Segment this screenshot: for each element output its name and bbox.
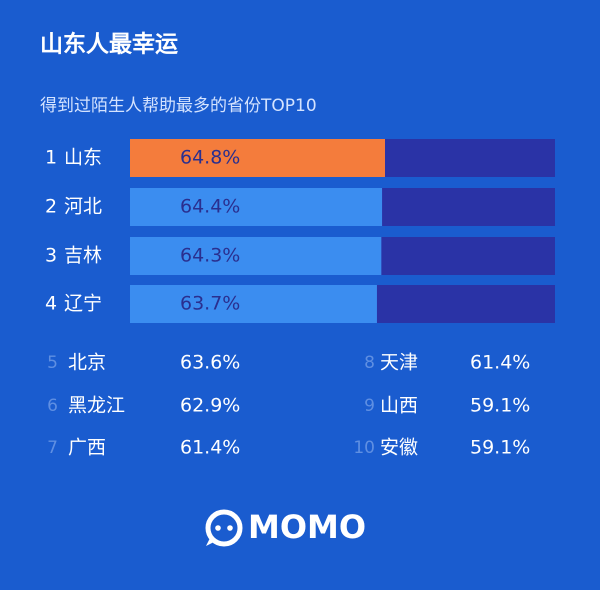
bar — [130, 188, 383, 226]
value-label: 59.1% — [470, 395, 530, 417]
rank: 7 — [47, 438, 58, 458]
value-label: 59.1% — [470, 437, 530, 459]
rank: 3 — [45, 245, 57, 267]
category-label: 山西 — [380, 395, 418, 417]
rank: 9 — [364, 396, 375, 416]
category-label: 河北 — [64, 196, 102, 218]
value-label: 64.4% — [180, 196, 240, 218]
rank: 4 — [45, 293, 57, 315]
value-label: 64.3% — [180, 245, 240, 267]
rank: 10 — [353, 438, 375, 458]
value-label: 62.9% — [180, 395, 240, 417]
value-label: 61.4% — [470, 352, 530, 374]
bar — [130, 237, 382, 275]
bar — [130, 285, 377, 323]
value-label: 63.6% — [180, 352, 240, 374]
rank: 6 — [47, 396, 58, 416]
category-label: 辽宁 — [64, 293, 102, 315]
category-label: 黑龙江 — [68, 395, 125, 417]
bar — [130, 139, 385, 177]
value-label: 64.8% — [180, 147, 240, 169]
chart-subtitle: 得到过陌生人帮助最多的省份TOP10 — [40, 96, 317, 116]
rank: 8 — [364, 353, 375, 373]
category-label: 山东 — [64, 147, 102, 169]
logo-text: MOMO — [248, 508, 366, 546]
logo-icon — [205, 509, 243, 547]
category-label: 天津 — [380, 352, 418, 374]
category-label: 广西 — [68, 437, 106, 459]
value-label: 63.7% — [180, 293, 240, 315]
rank: 1 — [45, 147, 57, 169]
chart-title: 山东人最幸运 — [40, 31, 178, 58]
value-label: 61.4% — [180, 437, 240, 459]
rank: 2 — [45, 196, 57, 218]
category-label: 安徽 — [380, 437, 418, 459]
category-label: 北京 — [68, 352, 106, 374]
category-label: 吉林 — [64, 245, 102, 267]
rank: 5 — [47, 353, 58, 373]
